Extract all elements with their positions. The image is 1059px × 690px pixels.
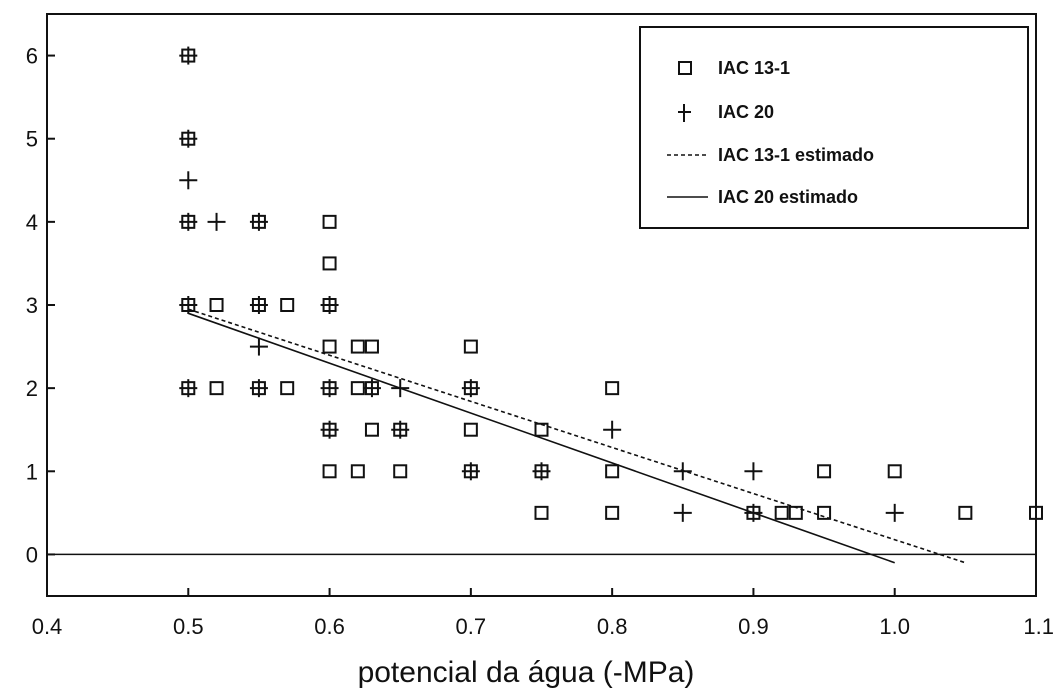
legend-label-iac13-estimado: IAC 13-1 estimado — [718, 145, 874, 165]
x-axis: 0.4 0.5 0.6 0.7 0.8 0.9 1.0 1.1 — [32, 588, 1054, 639]
fit-line-solid — [188, 312, 895, 564]
point-square — [788, 505, 803, 520]
point-square — [322, 214, 337, 229]
point-square — [350, 339, 365, 354]
point-plus — [179, 129, 198, 148]
point-plus — [744, 462, 763, 481]
data-markers — [179, 46, 1043, 522]
fit-line-dashed — [188, 308, 966, 564]
point-square — [817, 505, 832, 520]
point-square — [364, 339, 379, 354]
y-tick-label: 6 — [26, 44, 38, 69]
x-tick-label: 0.5 — [173, 614, 204, 639]
point-square — [322, 339, 337, 354]
x-tick-label: 0.9 — [738, 614, 769, 639]
point-square — [605, 381, 620, 396]
point-plus — [603, 420, 622, 439]
point-square — [534, 422, 549, 437]
legend-box — [639, 26, 1029, 229]
legend: IAC 13-1 IAC 20 IAC 13-1 estimado IAC 20… — [639, 26, 1029, 229]
legend-label-iac13: IAC 13-1 — [718, 58, 790, 78]
point-square — [887, 464, 902, 479]
point-square — [1029, 505, 1043, 520]
point-square — [534, 505, 549, 520]
point-plus — [461, 462, 480, 481]
y-tick-label: 2 — [26, 376, 38, 401]
legend-marker-square — [678, 61, 692, 75]
point-square — [605, 505, 620, 520]
point-plus — [391, 420, 410, 439]
x-tick-label: 1.1 — [1023, 614, 1054, 639]
point-square — [958, 505, 973, 520]
point-square — [350, 381, 365, 396]
point-square — [280, 381, 295, 396]
y-tick-label: 5 — [26, 127, 38, 152]
point-plus — [207, 212, 226, 231]
point-plus — [179, 379, 198, 398]
x-tick-label: 0.4 — [32, 614, 63, 639]
legend-label-iac20: IAC 20 — [718, 102, 774, 122]
point-plus — [179, 171, 198, 190]
legend-label-iac20-estimado: IAC 20 estimado — [718, 187, 858, 207]
point-plus — [391, 379, 410, 398]
y-tick-label: 0 — [26, 542, 38, 567]
fit-lines — [188, 308, 966, 564]
x-tick-label: 0.6 — [314, 614, 345, 639]
point-plus — [461, 379, 480, 398]
point-plus — [362, 379, 381, 398]
point-plus — [673, 462, 692, 481]
point-plus — [320, 379, 339, 398]
point-square — [209, 381, 224, 396]
point-square — [322, 464, 337, 479]
point-square — [817, 464, 832, 479]
x-tick-label: 1.0 — [879, 614, 910, 639]
x-tick-label: 0.7 — [456, 614, 487, 639]
point-plus — [179, 46, 198, 65]
point-plus — [532, 462, 551, 481]
point-plus — [179, 296, 198, 314]
x-axis-title: potencial da água (-MPa) — [358, 656, 695, 689]
point-square — [209, 298, 224, 312]
point-plus — [673, 503, 692, 522]
point-plus — [249, 379, 268, 398]
point-square — [605, 464, 620, 479]
point-plus — [249, 337, 268, 356]
point-plus — [249, 296, 268, 314]
point-plus — [885, 503, 904, 522]
point-plus — [179, 212, 198, 231]
point-square — [350, 464, 365, 479]
point-square — [280, 298, 295, 312]
point-plus — [320, 420, 339, 439]
x-tick-label: 0.8 — [597, 614, 628, 639]
point-plus — [744, 503, 763, 522]
point-square — [774, 505, 789, 520]
y-axis: 0 1 2 3 4 5 6 — [26, 44, 55, 567]
point-square — [322, 256, 337, 271]
point-plus — [249, 212, 268, 231]
point-square — [364, 422, 379, 437]
y-tick-label: 4 — [26, 210, 38, 235]
point-plus — [320, 296, 339, 314]
y-tick-label: 1 — [26, 459, 38, 484]
point-square — [463, 339, 478, 354]
point-square — [463, 422, 478, 437]
y-tick-label: 3 — [26, 293, 38, 318]
point-square — [393, 464, 408, 479]
